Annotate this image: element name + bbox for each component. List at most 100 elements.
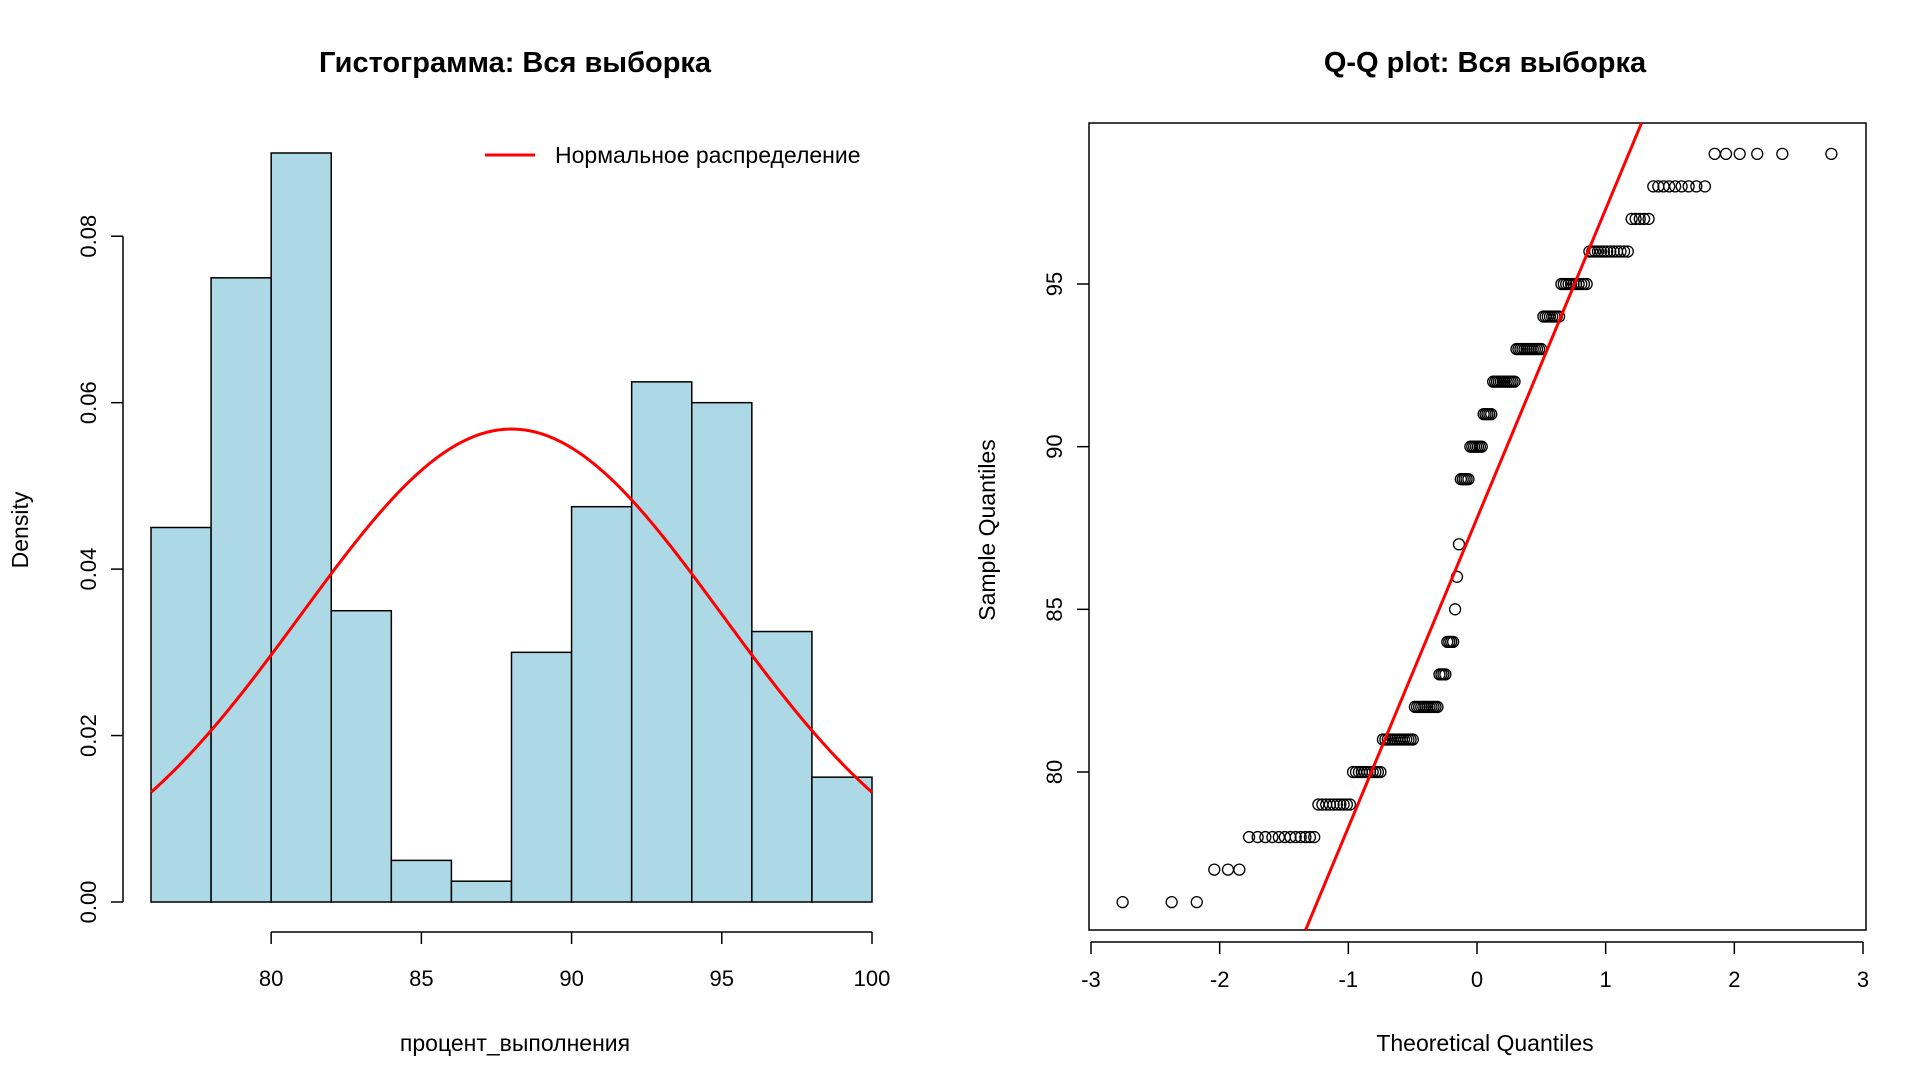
qq-y-axis: 80 85 90 95 [1042, 272, 1089, 784]
histogram-bars [150, 152, 873, 903]
qq-y-label: Sample Quantiles [974, 439, 1000, 621]
qq-point-68 [1439, 668, 1452, 681]
histogram-bar-2 [270, 152, 332, 903]
qq-point-160 [1675, 180, 1688, 193]
histogram-x-label: процент_выполнения [400, 1030, 630, 1056]
histogram-y-tick-label-2: 0.04 [76, 548, 101, 591]
qq-point-166 [1733, 147, 1746, 161]
qq-point-73 [1448, 603, 1462, 616]
qq-point-38 [1374, 765, 1387, 779]
histogram-title: Гистограмма: Вся выборка [319, 47, 712, 79]
histogram-bar-8 [630, 381, 693, 903]
histogram-panel: Гистограмма: Вся выборка 80 85 90 95 100 0.0… [7, 47, 890, 1056]
histogram-bar-7 [570, 505, 633, 903]
histogram-bar-9 [691, 401, 753, 903]
histogram-bar-4 [390, 859, 453, 903]
histogram-x-tick-label-4: 100 [854, 966, 891, 991]
qq-point-163 [1698, 180, 1712, 193]
qq-point-27 [1343, 798, 1357, 811]
histogram-y-tick-label-3: 0.06 [76, 381, 101, 424]
qq-x-tick-label-1: -2 [1210, 967, 1230, 992]
qq-x-tick-label-2: -1 [1339, 967, 1359, 992]
qq-point-22 [1327, 798, 1340, 811]
qq-title: Q-Q plot: Вся выборка [1324, 47, 1647, 79]
qq-point-165 [1719, 147, 1733, 161]
qq-point-13 [1289, 830, 1302, 844]
qq-point-9 [1266, 830, 1279, 844]
qq-point-14 [1294, 830, 1307, 844]
qq-point-72 [1447, 635, 1460, 649]
qq-point-147 [1614, 245, 1627, 258]
qq-point-162 [1690, 180, 1703, 193]
qq-point-87 [1475, 440, 1488, 453]
qq-point-75 [1452, 538, 1466, 551]
qq-point-141 [1594, 245, 1608, 258]
histogram-x-tick-label-1: 85 [409, 966, 433, 991]
qq-point-158 [1663, 180, 1676, 193]
qq-point-153 [1637, 212, 1651, 226]
qq-x-tick-label-5: 2 [1728, 967, 1740, 992]
qq-point-148 [1617, 245, 1631, 258]
qq-point-144 [1604, 245, 1617, 258]
qq-point-136 [1580, 277, 1593, 291]
qq-point-17 [1308, 830, 1321, 844]
histogram-bar-0 [150, 526, 212, 903]
qq-point-24 [1334, 798, 1347, 811]
qq-point-164 [1708, 147, 1721, 161]
histogram-bar-11 [811, 776, 873, 903]
qq-point-16 [1303, 830, 1317, 844]
qq-point-6 [1242, 830, 1256, 844]
qq-point-80 [1462, 473, 1475, 486]
qq-point-104 [1508, 375, 1521, 388]
histogram-bar-6 [510, 651, 573, 903]
histogram-y-tick-label-0: 0.00 [76, 881, 101, 924]
qq-point-152 [1633, 212, 1646, 226]
qq-x-tick-label-6: 3 [1857, 967, 1869, 992]
qq-point-8 [1259, 830, 1272, 844]
histogram-x-tick-label-3: 95 [710, 966, 734, 991]
histogram-bar-5 [450, 880, 513, 903]
qq-point-1 [1165, 895, 1178, 909]
qq-point-167 [1751, 147, 1764, 161]
qq-point-149 [1621, 245, 1634, 258]
qq-point-7 [1251, 830, 1264, 844]
qq-point-151 [1629, 212, 1642, 226]
histogram-y-tick-label-4: 0.08 [76, 215, 101, 258]
qq-point-168 [1776, 147, 1789, 161]
qq-point-0 [1116, 895, 1129, 909]
qq-y-tick-label-3: 95 [1042, 272, 1067, 296]
histogram-bar-1 [210, 277, 272, 903]
qq-point-52 [1406, 733, 1419, 746]
qq-y-tick-label-2: 90 [1042, 434, 1067, 458]
qq-point-26 [1340, 798, 1353, 811]
qq-x-tick-label-0: -3 [1081, 967, 1101, 992]
histogram-legend: Нормальное распределение [485, 142, 861, 168]
qq-point-64 [1431, 700, 1444, 714]
qq-point-12 [1284, 830, 1297, 844]
qq-x-axis: -3 -2 -1 0 1 2 3 [1081, 941, 1869, 992]
qq-y-tick-label-1: 85 [1042, 597, 1067, 621]
qq-point-142 [1597, 245, 1611, 258]
histogram-y-label: Density [7, 491, 33, 568]
histogram-x-tick-label-2: 90 [559, 966, 583, 991]
qq-points [1116, 147, 1838, 909]
qq-point-5 [1233, 863, 1246, 876]
qq-point-150 [1625, 212, 1638, 226]
qq-point-143 [1601, 245, 1614, 258]
qq-point-92 [1485, 407, 1498, 421]
qq-point-23 [1330, 798, 1344, 811]
qq-x-tick-label-4: 1 [1600, 967, 1612, 992]
qq-point-155 [1647, 180, 1660, 193]
legend-label-normal: Нормальное распределение [555, 142, 861, 168]
histogram-x-tick-label-0: 80 [259, 966, 283, 991]
qq-point-161 [1682, 180, 1695, 193]
qq-point-159 [1669, 180, 1682, 193]
normal-curve [149, 427, 874, 794]
histogram-bar-10 [751, 630, 813, 903]
histogram-bar-3 [330, 609, 393, 903]
qq-point-15 [1299, 830, 1312, 844]
qq-y-tick-label-0: 80 [1042, 760, 1067, 784]
qq-point-25 [1337, 798, 1350, 811]
histogram-x-axis: 80 85 90 95 100 [259, 931, 891, 991]
